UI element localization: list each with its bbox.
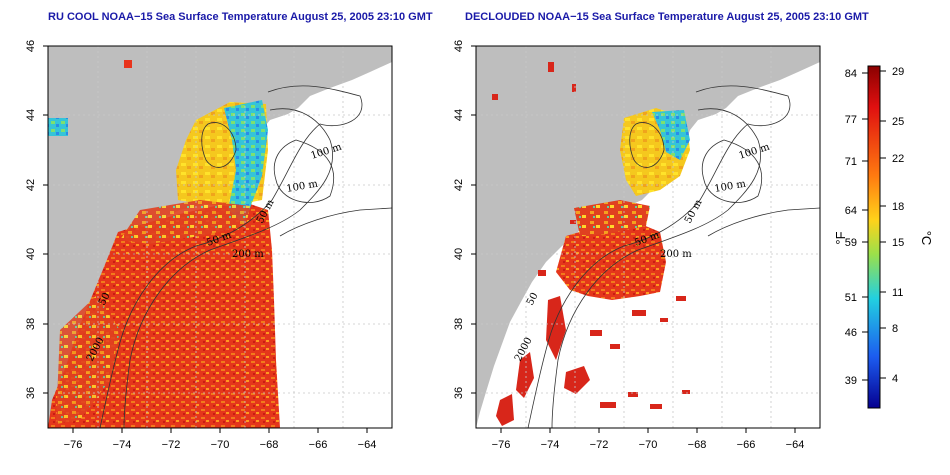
x-tick-label: −72 <box>590 439 609 451</box>
celsius-tick-label: 15 <box>892 237 904 249</box>
x-tick-labels: −76 −74 −72 −70 −68 −66 −64 <box>64 439 377 451</box>
y-tick-label: 38 <box>25 318 37 330</box>
axis-ticks <box>471 45 796 433</box>
fahrenheit-tick-label: 77 <box>845 114 857 126</box>
y-tick-label: 40 <box>453 248 465 260</box>
y-tick-label: 42 <box>25 179 37 191</box>
x-tick-label: −72 <box>162 439 181 451</box>
colorbar-gradient <box>867 65 881 409</box>
grid-lines <box>476 46 820 428</box>
contour-label-50: 50 <box>97 291 113 307</box>
x-tick-label: −76 <box>64 439 83 451</box>
y-tick-label: 46 <box>453 40 465 52</box>
x-tick-label: −68 <box>688 439 707 451</box>
x-tick-label: −68 <box>260 439 279 451</box>
bathymetry-contours <box>527 85 820 428</box>
temperature-colorbar: 84 77 71 64 59 51 46 39 29 25 22 18 15 1… <box>833 65 934 409</box>
celsius-tick-label: 4 <box>892 373 898 385</box>
celsius-unit-label: °C <box>919 231 934 246</box>
x-tick-label: −76 <box>492 439 511 451</box>
x-tick-label: −66 <box>309 439 328 451</box>
panel-right-title: DECLOUDED NOAA−15 Sea Surface Temperatur… <box>465 11 869 23</box>
map-panel-left: 100 m 100 m 50 m 50 m 200 m 2000 50 −76 … <box>25 40 393 451</box>
fahrenheit-tick-label: 39 <box>845 375 857 387</box>
axis-ticks <box>43 45 368 433</box>
contour-label-200m: 200 m <box>660 249 692 260</box>
land-mass <box>476 46 820 428</box>
fahrenheit-tick-label: 64 <box>845 205 857 217</box>
sst-scattered-pixels <box>492 62 690 426</box>
y-tick-label: 40 <box>25 248 37 260</box>
sst-cool-region <box>224 100 268 224</box>
celsius-tick-label: 11 <box>892 287 903 299</box>
x-tick-labels: −76 −74 −72 −70 −68 −66 −64 <box>492 439 805 451</box>
x-tick-label: −74 <box>541 439 560 451</box>
x-tick-label: −74 <box>113 439 132 451</box>
x-tick-label: −66 <box>737 439 756 451</box>
celsius-tick-label: 22 <box>892 153 904 165</box>
y-tick-labels: 36 38 40 42 44 46 <box>453 40 465 399</box>
contour-label-200m: 200 m <box>232 249 264 260</box>
celsius-tick-label: 25 <box>892 116 904 128</box>
panel-left-title: RU COOL NOAA−15 Sea Surface Temperature … <box>48 11 433 23</box>
y-tick-label: 44 <box>25 109 37 121</box>
sst-shelf-mix <box>120 200 250 244</box>
fahrenheit-tick-label: 84 <box>845 68 857 80</box>
colorbar-ticks <box>862 70 886 381</box>
sst-cool-region <box>652 110 690 160</box>
contour-label-50: 50 <box>525 291 541 307</box>
celsius-tick-labels: 29 25 22 18 15 11 8 4 <box>892 66 904 385</box>
y-tick-label: 36 <box>25 387 37 399</box>
fahrenheit-unit-label: °F <box>833 231 848 244</box>
x-tick-label: −64 <box>786 439 805 451</box>
y-tick-label: 38 <box>453 318 465 330</box>
y-tick-label: 46 <box>25 40 37 52</box>
fahrenheit-tick-label: 59 <box>845 237 857 249</box>
fahrenheit-tick-label: 51 <box>845 292 857 304</box>
sst-coastal-mix <box>56 296 120 424</box>
fahrenheit-tick-label: 46 <box>845 327 857 339</box>
sst-shelf-mix <box>574 200 650 236</box>
celsius-tick-label: 29 <box>892 66 904 78</box>
x-tick-label: −70 <box>211 439 230 451</box>
celsius-tick-label: 8 <box>892 323 898 335</box>
fahrenheit-tick-label: 71 <box>845 156 857 168</box>
land-mass <box>48 46 392 428</box>
map-panel-right: 100 m 100 m 50 m 50 m 200 m 2000 50 −76 … <box>453 40 821 451</box>
y-tick-label: 36 <box>453 387 465 399</box>
celsius-tick-label: 18 <box>892 201 904 213</box>
sst-patch-nova-scotia <box>48 118 68 136</box>
y-tick-labels: 36 38 40 42 44 46 <box>25 40 37 399</box>
sst-patch-small <box>124 60 132 68</box>
bathymetry-contours <box>99 85 392 428</box>
x-tick-label: −70 <box>639 439 658 451</box>
grid-lines <box>48 46 392 428</box>
x-tick-label: −64 <box>358 439 377 451</box>
y-tick-label: 44 <box>453 109 465 121</box>
fahrenheit-tick-labels: 84 77 71 64 59 51 46 39 <box>845 68 857 387</box>
y-tick-label: 42 <box>453 179 465 191</box>
